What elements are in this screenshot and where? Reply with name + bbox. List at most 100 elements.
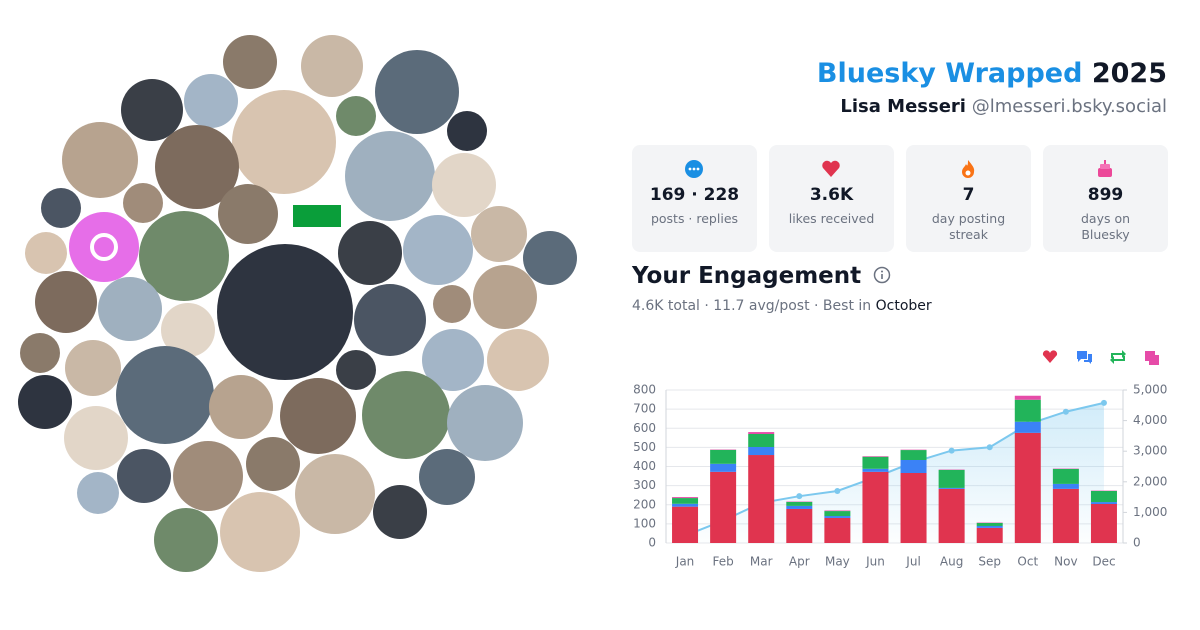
avatar <box>161 303 215 357</box>
y-tick-label: 100 <box>633 516 656 530</box>
stat-card: 3.6K likes received <box>769 145 894 252</box>
icon <box>685 160 703 178</box>
avatar <box>447 111 487 151</box>
avatar <box>403 215 473 285</box>
avatar <box>123 183 163 223</box>
x-tick-label: Sep <box>978 555 1001 569</box>
bar-segment <box>1014 399 1041 422</box>
x-tick-label: Jun <box>865 555 885 569</box>
avatar <box>116 346 214 444</box>
legend-icon <box>1145 351 1159 365</box>
y2-tick-label: 5,000 <box>1133 383 1167 397</box>
legend-icon <box>1042 350 1058 363</box>
bar-segment <box>900 459 927 474</box>
bar-segment <box>1014 432 1041 543</box>
line-point <box>948 447 955 454</box>
bar-segment <box>1052 483 1079 489</box>
bar-segment <box>672 497 699 499</box>
avatar <box>523 231 577 285</box>
bar-segment <box>672 498 699 504</box>
avatar <box>301 35 363 97</box>
y2-tick-label: 0 <box>1133 536 1141 550</box>
stat-label: posts · replies <box>650 211 739 226</box>
line-point <box>1100 399 1107 406</box>
bar-segment <box>710 463 737 472</box>
avatar <box>345 131 435 221</box>
avatar <box>223 35 277 89</box>
avatar <box>65 340 121 396</box>
app-title: Bluesky Wrapped <box>816 58 1083 89</box>
bar-segment <box>748 432 775 434</box>
x-tick-label: Jan <box>675 555 695 569</box>
bar-segment <box>710 449 737 464</box>
avatar <box>41 188 81 228</box>
avatar <box>69 212 139 282</box>
avatar <box>62 122 138 198</box>
x-tick-label: Feb <box>713 555 734 569</box>
stat-value: 169 · 228 <box>649 185 740 205</box>
stat-value: 7 <box>962 185 975 205</box>
icon <box>962 160 975 178</box>
avatar <box>422 329 484 391</box>
avatar <box>373 485 427 539</box>
bar-segment <box>900 450 927 460</box>
year: 2025 <box>1091 58 1167 89</box>
bar-segment <box>824 517 851 543</box>
handle: @lmesseri.bsky.social <box>971 96 1167 117</box>
stat-label: days on Bluesky <box>1080 211 1131 242</box>
avatar <box>64 406 128 470</box>
bar-segment <box>748 433 775 447</box>
avatar <box>117 449 171 503</box>
bar-segment <box>824 511 851 517</box>
info-icon[interactable] <box>873 266 891 284</box>
bar-segment <box>1014 421 1041 433</box>
avatar <box>217 244 353 380</box>
stat-card: 169 · 228 posts · replies <box>632 145 757 252</box>
bar-segment <box>786 505 813 509</box>
bar-segment <box>1090 502 1117 504</box>
y-tick-label: 0 <box>648 536 656 550</box>
avatar <box>121 79 183 141</box>
logo <box>293 205 341 227</box>
avatar <box>35 271 97 333</box>
bar-segment <box>1090 490 1117 503</box>
avatar <box>184 74 238 128</box>
avatar <box>20 333 60 373</box>
best-month: October <box>875 298 932 314</box>
y-tick-label: 600 <box>633 421 656 435</box>
y-tick-label: 200 <box>633 497 656 511</box>
bar-segment <box>710 471 737 543</box>
x-tick-label: Aug <box>940 555 963 569</box>
avatar <box>419 449 475 505</box>
bar-segment <box>748 455 775 543</box>
engagement-title: Your Engagement <box>632 263 862 289</box>
bar-segment <box>862 456 889 457</box>
icon <box>822 160 840 177</box>
bar-segment <box>976 522 1003 526</box>
avatar <box>154 508 218 572</box>
display-name: Lisa Messeri <box>840 96 966 117</box>
bar-segment <box>786 501 813 506</box>
x-tick-label: May <box>825 555 850 569</box>
x-tick-label: Mar <box>750 555 773 569</box>
avatar <box>218 184 278 244</box>
avatar <box>362 371 450 459</box>
avatar <box>432 153 496 217</box>
bar-segment <box>1052 488 1079 543</box>
stat-value: 3.6K <box>809 185 854 205</box>
bar-segment <box>1090 503 1117 543</box>
y2-tick-label: 1,000 <box>1133 505 1167 519</box>
area-fill <box>685 402 1104 543</box>
avatar <box>433 285 471 323</box>
stat-label: likes received <box>788 211 875 226</box>
avatar <box>246 437 300 491</box>
stat-value: 899 <box>1087 185 1124 205</box>
avatar <box>447 385 523 461</box>
avatar <box>173 441 243 511</box>
bar-segment <box>672 506 699 543</box>
x-tick-label: Jul <box>905 555 920 569</box>
avatar <box>336 350 376 390</box>
line-point <box>1062 408 1069 415</box>
avatar <box>155 125 239 209</box>
